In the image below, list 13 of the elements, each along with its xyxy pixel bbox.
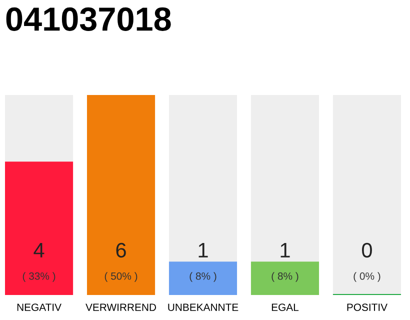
data-label: 1 ( 8% ) [272,243,298,282]
chart-title: 041037018 [6,7,171,31]
x-tick-label: EGAL [272,304,299,311]
data-label: 0 ( 0% ) [354,242,380,282]
data-label: 1 ( 8% ) [190,243,216,282]
data-label: 4 ( 33% ) [22,243,56,282]
x-tick-label: VERWIRREND [86,304,156,311]
bar [250,262,320,295]
bar [168,262,238,295]
data-label: 6 ( 50% ) [104,242,138,282]
x-tick-label: POSITIV [347,304,388,311]
x-tick-label: NEGATIV [17,304,62,311]
x-tick-label: UNBEKANNTE [168,304,238,311]
